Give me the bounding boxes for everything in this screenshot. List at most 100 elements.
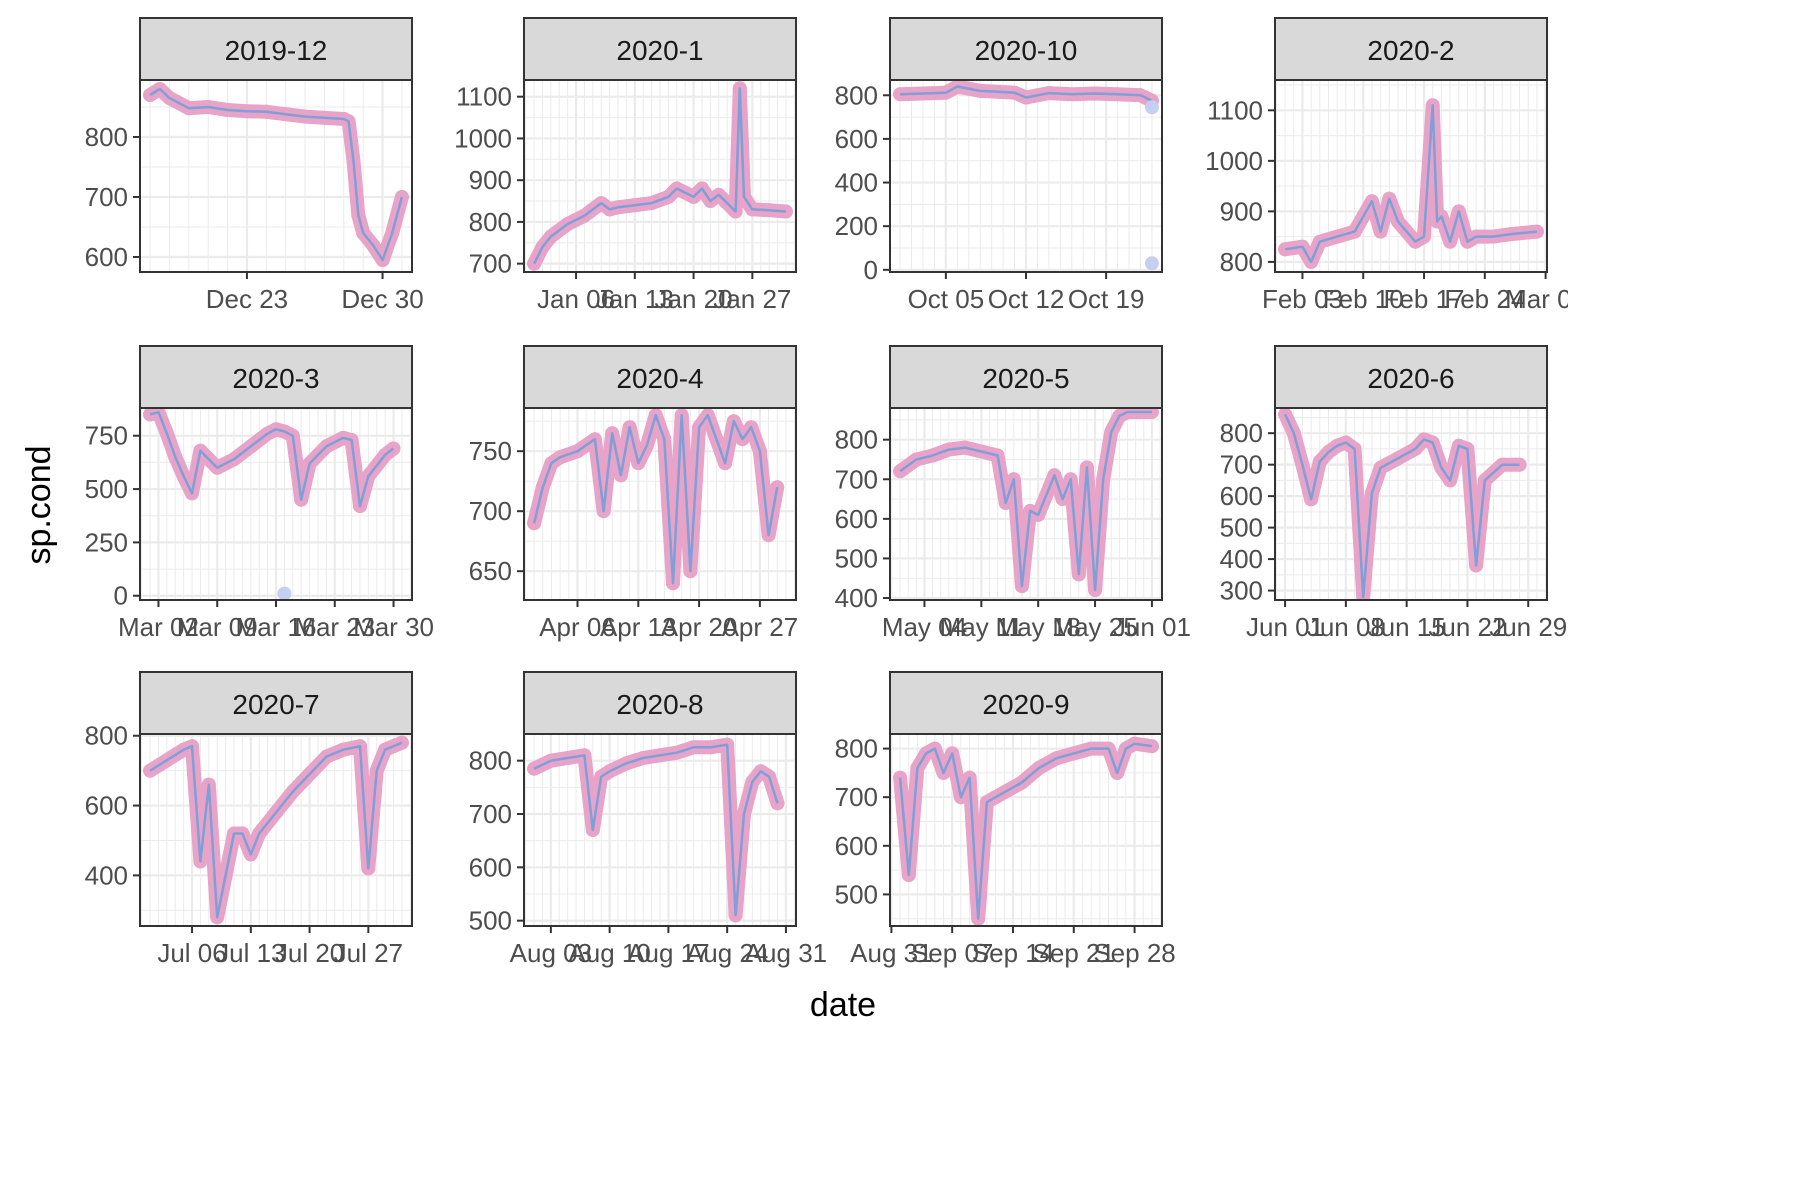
y-tick-label: 800	[469, 207, 512, 237]
y-tick-label: 600	[835, 124, 878, 154]
series-group	[1278, 98, 1544, 269]
y-tick-label: 800	[1220, 418, 1263, 448]
series-line	[149, 411, 395, 508]
x-tick-label: Feb 03	[1262, 284, 1343, 314]
x-tick-label: Sep 07	[911, 938, 993, 968]
x-tick-label: Jun 29	[1489, 612, 1567, 642]
y-tick-label: 400	[85, 860, 128, 890]
y-tick-label: 700	[835, 464, 878, 494]
x-tick-label: Sep 14	[972, 938, 1054, 968]
y-tick-label: 500	[1220, 513, 1263, 543]
y-tick-label: 750	[469, 436, 512, 466]
y-tick-label: 0	[114, 581, 128, 611]
x-tick-label: Apr 27	[722, 612, 799, 642]
faceted-chart: 2019-12 600 700 800 Dec 23 Dec 30 2020-1 700 800…	[20, 17, 1586, 1024]
x-tick-label: Feb 24	[1444, 284, 1525, 314]
facet-strip-label: 2020-9	[982, 689, 1069, 720]
panel-border	[523, 407, 797, 601]
series-group	[893, 736, 1159, 926]
x-tick-label: Feb 10	[1323, 284, 1404, 314]
gridlines	[140, 734, 412, 926]
y-tick-label: 600	[835, 504, 878, 534]
facet-strip-label: 2020-3	[232, 363, 319, 394]
series-line	[149, 87, 404, 262]
x-tick-label: Aug 24	[686, 938, 768, 968]
facet-strip	[523, 17, 797, 81]
facet-strip	[139, 17, 413, 81]
x-tick-label: Aug 03	[510, 938, 592, 968]
x-tick-label: Apr 20	[661, 612, 738, 642]
panel-border	[889, 79, 1163, 273]
x-tick-label: May 11	[940, 612, 1023, 642]
x-tick-label: Apr 06	[539, 612, 616, 642]
facet-panel: 2020-10 0 200 400 600 800 Oct 05 Oct 12 Oct 19	[835, 17, 1163, 314]
series-group	[143, 82, 409, 267]
data-point	[1120, 408, 1135, 419]
series-group	[527, 408, 785, 591]
series-group	[143, 408, 401, 600]
y-tick-label: 800	[835, 734, 878, 764]
y-tick-label: 600	[85, 791, 128, 821]
x-tick-label: May 04	[882, 612, 967, 642]
x-tick-label: Jul 27	[334, 938, 403, 968]
facet-strip	[889, 345, 1163, 409]
outlier-point	[277, 586, 292, 600]
gridlines	[524, 80, 796, 272]
gridlines	[890, 734, 1162, 926]
y-tick-label: 650	[469, 556, 512, 586]
y-tick-label: 600	[835, 831, 878, 861]
x-tick-label: Jun 22	[1428, 612, 1506, 642]
outlier-point	[1144, 256, 1159, 271]
y-tick-label: 800	[85, 721, 128, 751]
panel-border	[139, 79, 413, 273]
facet-strip-label: 2020-7	[232, 689, 319, 720]
x-tick-label: Mar 02	[118, 612, 199, 642]
y-tick-label: 700	[835, 782, 878, 812]
x-tick-label: Oct 05	[908, 284, 985, 314]
y-tick-label: 500	[469, 906, 512, 936]
y-tick-label: 500	[835, 879, 878, 909]
x-tick-label: Mar 23	[294, 612, 375, 642]
x-tick-label: May 18	[996, 612, 1081, 642]
y-tick-label: 1100	[1207, 95, 1263, 125]
y-tick-label: 800	[85, 122, 128, 152]
x-tick-label: Mar 30	[353, 612, 434, 642]
series-group	[143, 735, 409, 925]
y-tick-label: 700	[85, 182, 128, 212]
x-axis-title: date	[810, 986, 876, 1024]
panel-border	[889, 733, 1163, 927]
series-line	[900, 85, 1153, 102]
facet-strip	[523, 345, 797, 409]
x-tick-label: Jul 20	[275, 938, 344, 968]
y-tick-label: 500	[835, 543, 878, 573]
x-tick-label: Jun 08	[1307, 612, 1385, 642]
x-tick-label: Sep 28	[1093, 938, 1175, 968]
panel-border	[523, 79, 797, 273]
plot-background	[1275, 408, 1547, 600]
x-tick-label: Jul 13	[216, 938, 285, 968]
panel-border	[889, 407, 1163, 601]
y-tick-label: 200	[835, 211, 878, 241]
series-line	[1283, 413, 1520, 599]
y-tick-label: 400	[835, 583, 878, 613]
series-group	[893, 80, 1159, 271]
y-tick-label: 800	[835, 80, 878, 110]
series-group	[893, 408, 1159, 598]
x-tick-label: Apr 13	[600, 612, 677, 642]
x-tick-label: Dec 30	[341, 284, 423, 314]
x-tick-label: May 25	[1052, 612, 1137, 642]
x-tick-label: Oct 12	[988, 284, 1065, 314]
y-tick-label: 0	[864, 255, 878, 285]
facet-strip-label: 2020-5	[982, 363, 1069, 394]
y-tick-label: 600	[1220, 481, 1263, 511]
y-tick-label: 750	[85, 421, 128, 451]
series-group	[1278, 408, 1527, 600]
facet-strip-label: 2020-1	[616, 35, 703, 66]
y-tick-label: 600	[469, 852, 512, 882]
